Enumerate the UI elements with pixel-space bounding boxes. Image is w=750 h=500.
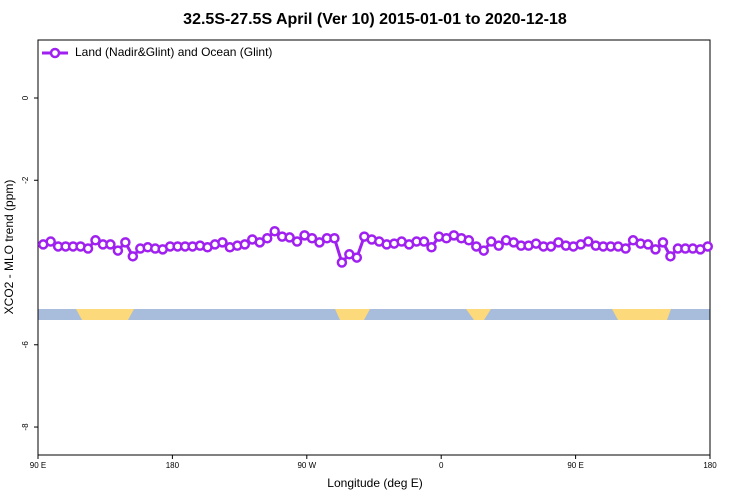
data-point (336, 257, 348, 268)
land-ocean-strip (38, 309, 710, 320)
data-point (105, 239, 116, 250)
data-point (217, 237, 228, 248)
x-tick-label: 90 E (30, 461, 46, 470)
data-point (351, 252, 363, 263)
x-tick-label: 90 E (567, 461, 583, 470)
data-point (261, 232, 273, 244)
data-point (112, 245, 124, 256)
data-point (254, 237, 266, 248)
data-point (269, 226, 280, 237)
y-tick-label: 0 (21, 95, 30, 100)
data-point (583, 236, 594, 247)
data-point (82, 243, 94, 254)
data-point (120, 237, 131, 248)
ocean-band (38, 309, 710, 320)
chart-title: 32.5S-27.5S April (Ver 10) 2015-01-01 to… (183, 11, 567, 28)
x-tick-label: 90 W (297, 461, 316, 470)
y-axis-label: XCO2 - MLO trend (ppm) (2, 180, 16, 315)
land-patch (76, 309, 134, 320)
x-tick-label: 180 (703, 461, 717, 470)
data-point (329, 232, 340, 244)
data-point (650, 244, 661, 255)
y-tick-label: -2 (21, 176, 30, 184)
data-point (657, 237, 669, 248)
legend-label: Land (Nadir&Glint) and Ocean (Glint) (75, 45, 272, 59)
data-point (291, 236, 303, 247)
data-point (90, 235, 101, 246)
x-tick-label: 0 (439, 461, 444, 470)
data-point (545, 241, 557, 252)
legend-marker (49, 47, 61, 59)
y-tick-label: -6 (21, 341, 30, 349)
data-point (493, 240, 504, 251)
land-patch (612, 309, 671, 320)
data-point (314, 237, 325, 248)
data-point (418, 236, 430, 247)
legend: Land (Nadir&Glint) and Ocean (Glint) (42, 45, 272, 59)
land-patch (466, 309, 491, 320)
data-point (284, 232, 295, 243)
data-point (471, 241, 482, 252)
x-tick-label: 180 (166, 461, 180, 470)
land-patch (335, 309, 370, 320)
y-tick-label: -8 (21, 423, 30, 431)
data-point (127, 251, 139, 262)
data-point (642, 239, 654, 250)
data-point (45, 236, 56, 247)
data-point (463, 235, 475, 246)
data-point (478, 245, 490, 256)
data-point (306, 232, 318, 244)
data-point (620, 243, 631, 254)
data-point (702, 241, 714, 252)
data-point (426, 242, 437, 253)
data-point (239, 239, 251, 250)
data-point (485, 236, 497, 247)
data-point (665, 251, 676, 262)
x-axis-label: Longitude (deg E) (327, 476, 422, 490)
